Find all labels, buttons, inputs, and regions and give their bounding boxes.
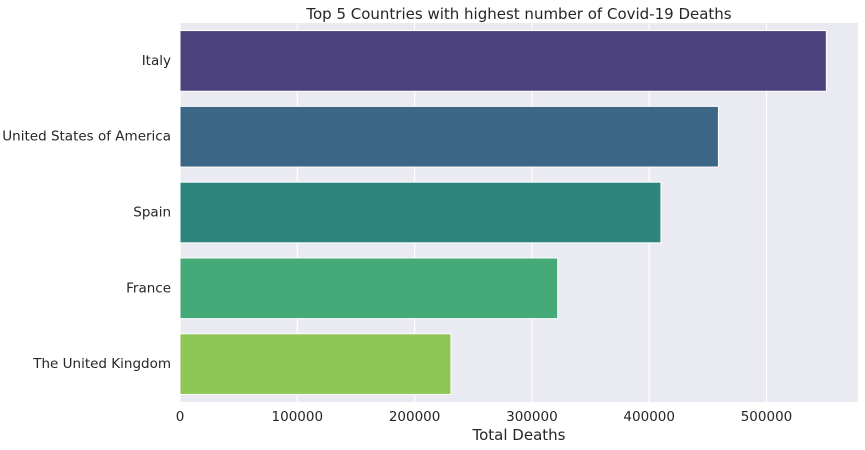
- x-tick-label: 200000: [389, 409, 441, 425]
- x-tick-label: 300000: [506, 409, 558, 425]
- x-tick-label: 400000: [623, 409, 675, 425]
- bar: [179, 105, 719, 168]
- y-tick-label: Italy: [142, 53, 171, 69]
- y-tick-label: France: [126, 280, 171, 296]
- bars: [179, 30, 827, 395]
- bar: [179, 30, 827, 92]
- x-tick-label: 0: [176, 409, 185, 425]
- x-tick-label: 100000: [272, 409, 324, 425]
- chart-title: Top 5 Countries with highest number of C…: [305, 5, 731, 23]
- y-tick-label: Spain: [133, 205, 171, 221]
- x-tick-labels: 0 100000 200000 300000 400000 500000: [176, 409, 793, 425]
- y-tick-label: The United Kingdom: [32, 356, 171, 372]
- x-tick-label: 500000: [741, 409, 793, 425]
- bar: [179, 333, 452, 395]
- x-axis-label: Total Deaths: [472, 426, 566, 444]
- bar: [179, 181, 662, 244]
- y-tick-labels: Italy United States of America Spain France…: [2, 53, 171, 372]
- bar: [179, 257, 559, 320]
- y-tick-label: United States of America: [2, 129, 171, 145]
